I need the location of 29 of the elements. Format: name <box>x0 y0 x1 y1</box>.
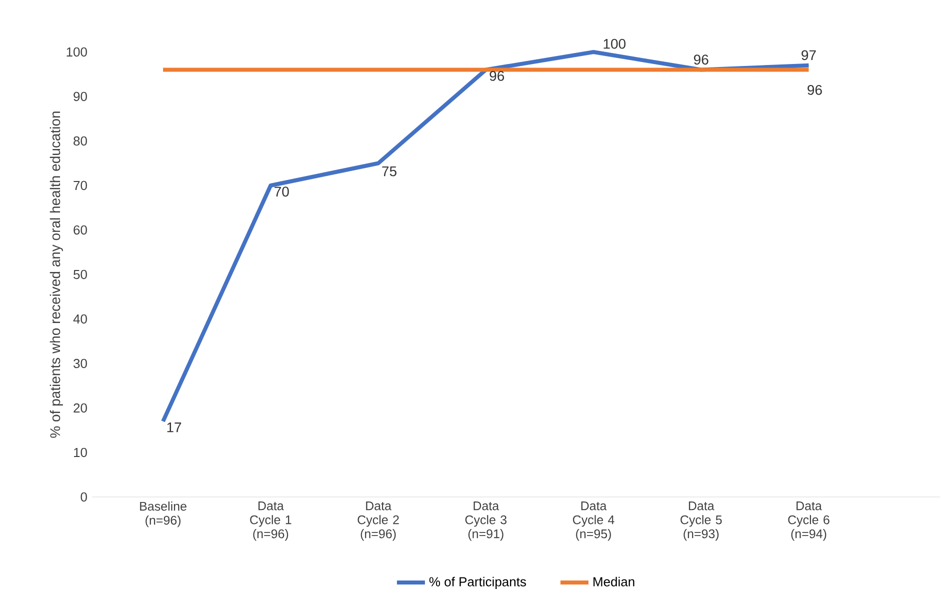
x-tick-label: Data Cycle 1 (n=96) <box>250 502 292 541</box>
x-tick-label: Data Cycle 3 (n=91) <box>465 502 507 541</box>
y-tick-label: 50 <box>74 270 87 280</box>
legend-label: % of Participants <box>429 576 526 589</box>
data-label: 96 <box>694 54 708 65</box>
x-tick-label: Data Cycle 2 (n=96) <box>358 502 399 541</box>
data-label: 100 <box>604 38 626 49</box>
legend-label: Median <box>594 576 634 586</box>
y-tick-label: 100 <box>66 47 87 57</box>
y-tick-label: 70 <box>74 180 87 190</box>
y-tick-label: 40 <box>73 314 87 324</box>
y-tick-label: 10 <box>74 448 87 458</box>
data-label: 96 <box>490 70 504 81</box>
x-tick-label: Data Cycle 6 (n=94) <box>788 502 830 541</box>
data-label: 96 <box>808 84 822 95</box>
y-tick-label: 90 <box>74 92 87 102</box>
data-label: 75 <box>382 166 396 176</box>
x-tick-label: Data Cycle 4 (n=95) <box>572 502 614 541</box>
y-tick-label: 30 <box>74 358 87 368</box>
data-label: 97 <box>802 50 816 60</box>
y-tick-label: 0 <box>80 492 87 502</box>
y-tick-label: 20 <box>74 403 87 413</box>
x-tick-label: Baseline (n=96) <box>140 502 186 528</box>
x-tick-label: Data Cycle 5 (n=93) <box>680 502 722 541</box>
data-label: 70 <box>274 186 289 197</box>
y-tick-label: 80 <box>74 136 87 146</box>
data-label: 17 <box>167 422 182 432</box>
y-tick-label: 60 <box>74 225 87 235</box>
y-axis-title: % of patients who received any oral health education <box>50 112 63 438</box>
